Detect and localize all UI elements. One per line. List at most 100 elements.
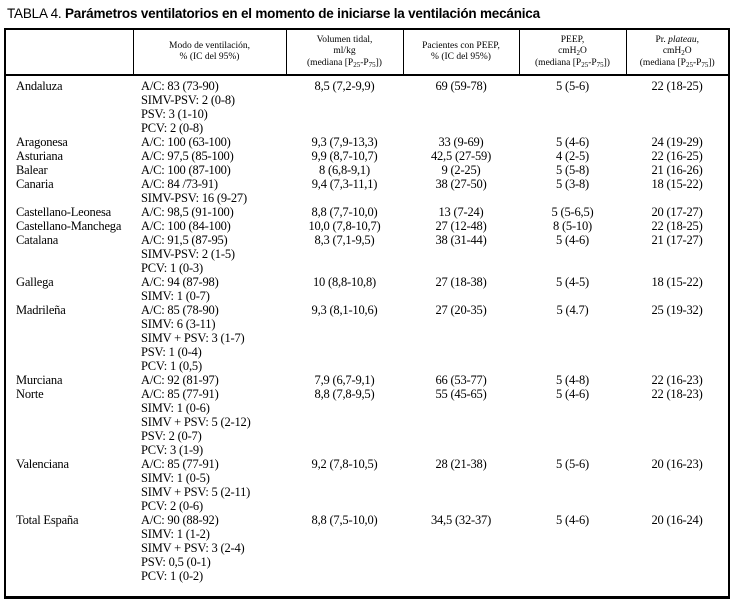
tidal-volume-value: 10 (8,8-10,8) [312, 275, 376, 289]
patients-peep-value: 38 (27-50) [435, 177, 487, 191]
header-line: Pacientes con PEEP, [422, 40, 500, 51]
mode-line: A/C: 100 (87-100) [141, 163, 231, 177]
table-row: Balear A/C: 100 (87-100) 8 (6,8-9,1) 9 (… [5, 163, 729, 177]
patients-peep-value: 33 (9-69) [438, 135, 484, 149]
tidal-volume-value: 8,8 (7,8-9,5) [314, 387, 375, 401]
table-row: Castellano-Leonesa A/C: 98,5 (91-100) 8,… [5, 205, 729, 219]
patients-peep-value: 27 (20-35) [435, 303, 487, 317]
patients-peep-value: 38 (31-44) [435, 233, 487, 247]
header-ventilation-mode: Modo de ventilación, % (IC del 95%) [133, 29, 287, 76]
tidal-volume-value: 9,3 (8,1-10,6) [311, 303, 378, 317]
plateau-pressure-value: 24 (19-29) [651, 135, 703, 149]
mode-line: PCV: 1 (0-2) [141, 569, 203, 583]
plateau-pressure-value: 18 (15-22) [651, 177, 703, 191]
header-plateau-pressure: Pr. plateau, cmH2O (mediana [P25-P75]) [626, 29, 730, 76]
ventilation-modes-cell: A/C: 98,5 (91-100) [133, 205, 286, 219]
plateau-pressure-value: 18 (15-22) [651, 275, 703, 289]
mode-line: PSV: 1 (0-4) [141, 345, 202, 359]
ventilation-modes-cell: A/C: 94 (87-98) SIMV: 1 (0-7) [133, 275, 286, 303]
mode-line: A/C: 97,5 (85-100) [141, 149, 234, 163]
tidal-volume-value: 8,5 (7,2-9,9) [314, 79, 375, 93]
tidal-volume-value: 8,8 (7,7-10,0) [311, 205, 378, 219]
table-title-text: Parámetros ventilatorios en el momento d… [64, 6, 540, 21]
plateau-pressure-value: 22 (16-23) [651, 373, 703, 387]
table-row: Madrileña A/C: 85 (78-90) SIMV: 6 (3-11) S… [5, 303, 729, 373]
mode-line: A/C: 92 (81-97) [141, 373, 219, 387]
patients-peep-value: 9 (2-25) [441, 163, 481, 177]
mode-line: A/C: 90 (88-92) [141, 513, 219, 527]
peep-value: 5 (5-6) [556, 79, 589, 93]
mode-line: SIMV: 1 (0-6) [141, 401, 210, 415]
header-line: Pr. plateau, [655, 34, 700, 45]
peep-value: 4 (2-5) [556, 149, 589, 163]
mode-line: A/C: 84 /73-91) [141, 177, 218, 191]
ventilation-modes-cell: A/C: 100 (63-100) [133, 135, 286, 149]
mode-line: A/C: 100 (84-100) [141, 219, 231, 233]
table-row: Asturiana A/C: 97,5 (85-100) 9,9 (8,7-10… [5, 149, 729, 163]
table-row: Castellano-Manchega A/C: 100 (84-100) 10… [5, 219, 729, 233]
mode-line: PCV: 2 (0-8) [141, 121, 203, 135]
plateau-pressure-value: 20 (16-23) [651, 457, 703, 471]
header-line: cmH2O [558, 46, 587, 58]
tidal-volume-value: 9,3 (7,9-13,3) [311, 135, 378, 149]
mode-line: SIMV + PSV: 5 (2-12) [141, 415, 251, 429]
mode-line: A/C: 85 (77-91) [141, 387, 219, 401]
region-name: Catalana [16, 233, 59, 247]
plateau-pressure-value: 25 (19-32) [651, 303, 703, 317]
peep-value: 5 (4-8) [556, 373, 589, 387]
table-row: Catalana A/C: 91,5 (87-95) SIMV-PSV: 2 (1… [5, 233, 729, 275]
header-peep: PEEP, cmH2O (mediana [P25-P75]) [519, 29, 627, 76]
region-name: Valenciana [16, 457, 69, 471]
mode-line: A/C: 85 (77-91) [141, 457, 219, 471]
ventilation-modes-cell: A/C: 100 (87-100) [133, 163, 286, 177]
plateau-pressure-value: 22 (18-23) [651, 387, 703, 401]
header-row: Modo de ventilación, % (IC del 95%) Volu… [5, 29, 730, 76]
patients-peep-value: 66 (53-77) [435, 373, 487, 387]
tidal-volume-value: 8,8 (7,5-10,0) [311, 513, 378, 527]
region-name: Total España [16, 513, 79, 527]
region-name: Madrileña [16, 303, 66, 317]
mode-line: A/C: 91,5 (87-95) [141, 233, 228, 247]
plateau-pressure-value: 22 (18-25) [651, 79, 703, 93]
patients-peep-value: 42,5 (27-59) [430, 149, 492, 163]
ventilation-modes-cell: A/C: 85 (78-90) SIMV: 6 (3-11) SIMV + PSV:… [133, 303, 286, 373]
patients-peep-value: 27 (18-38) [435, 275, 487, 289]
ventilation-modes-cell: A/C: 100 (84-100) [133, 219, 286, 233]
table-header: Modo de ventilación, % (IC del 95%) Volu… [5, 29, 730, 76]
mode-line: SIMV: 1 (0-5) [141, 471, 210, 485]
table-row: Norte A/C: 85 (77-91) SIMV: 1 (0-6) SIMV +… [5, 387, 729, 457]
header-line: % (IC del 95%) [431, 52, 491, 62]
region-name: Canaria [16, 177, 54, 191]
peep-value: 5 (4-6) [556, 387, 589, 401]
plateau-pressure-value: 21 (17-27) [651, 233, 703, 247]
mode-line: PCV: 2 (0-6) [141, 499, 203, 513]
mode-line: A/C: 98,5 (91-100) [141, 205, 234, 219]
peep-value: 8 (5-10) [552, 219, 592, 233]
region-name: Balear [16, 163, 48, 177]
ventilation-modes-cell: A/C: 91,5 (87-95) SIMV-PSV: 2 (1-5) PCV: 1… [133, 233, 286, 275]
tidal-volume-value: 9,4 (7,3-11,1) [311, 177, 378, 191]
plateau-pressure-value: 22 (16-25) [651, 149, 703, 163]
table-row: Murciana A/C: 92 (81-97) 7,9 (6,7-9,1) 6… [5, 373, 729, 387]
table-title: TABLA 4. Parámetros ventilatorios en el … [0, 0, 732, 21]
region-name: Norte [16, 387, 44, 401]
ventilation-parameters-table: Modo de ventilación, % (IC del 95%) Volu… [4, 28, 730, 599]
header-line: Volumen tidal, [316, 34, 373, 45]
mode-line: A/C: 85 (78-90) [141, 303, 219, 317]
mode-line: PSV: 0,5 (0-1) [141, 555, 211, 569]
tidal-volume-value: 10,0 (7,8-10,7) [308, 219, 381, 233]
patients-peep-value: 27 (12-48) [435, 219, 487, 233]
mode-line: SIMV: 6 (3-11) [141, 317, 216, 331]
peep-value: 5 (4-5) [556, 275, 589, 289]
mode-line: SIMV-PSV: 2 (0-8) [141, 93, 235, 107]
tidal-volume-value: 8 (6,8-9,1) [319, 163, 370, 177]
mode-line: SIMV + PSV: 3 (2-4) [141, 541, 245, 555]
table-row: Total España A/C: 90 (88-92) SIMV: 1 (1-2… [5, 513, 729, 598]
region-name: Andaluza [16, 79, 63, 93]
header-patients-peep: Pacientes con PEEP, % (IC del 95%) [403, 29, 520, 76]
mode-line: SIMV: 1 (0-7) [141, 289, 210, 303]
peep-value: 5 (3-8) [556, 177, 589, 191]
tidal-volume-value: 9,2 (7,8-10,5) [311, 457, 378, 471]
tidal-volume-value: 8,3 (7,1-9,5) [314, 233, 375, 247]
mode-line: A/C: 83 (73-90) [141, 79, 219, 93]
